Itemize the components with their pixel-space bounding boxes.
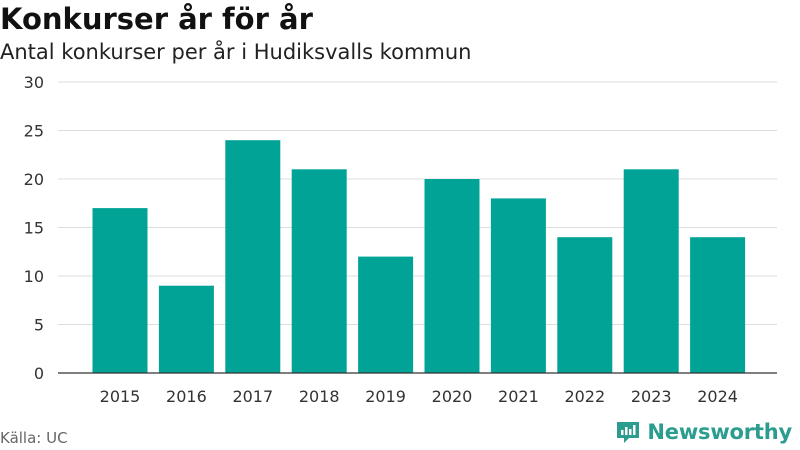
bar — [92, 208, 148, 373]
x-tick-label: 2023 — [631, 387, 672, 406]
brand-name: Newsworthy — [647, 420, 792, 444]
source-note: Källa: UC — [0, 429, 68, 447]
bar — [358, 256, 414, 373]
y-tick-label: 5 — [34, 316, 44, 335]
newsworthy-logo-icon — [617, 422, 640, 443]
y-tick-label: 25 — [24, 122, 44, 141]
brand-logo[interactable]: Newsworthy — [615, 419, 792, 445]
y-tick-label: 10 — [24, 267, 44, 286]
bar — [225, 140, 281, 373]
y-tick-label: 30 — [24, 73, 44, 92]
bar — [291, 169, 347, 373]
x-tick-label: 2017 — [232, 387, 273, 406]
chart-title: Konkurser år för år — [0, 2, 313, 36]
x-tick-label: 2016 — [166, 387, 207, 406]
chart-subtitle: Antal konkurser per år i Hudiksvalls kom… — [0, 40, 472, 64]
x-tick-label: 2019 — [365, 387, 406, 406]
x-tick-label: 2021 — [498, 387, 539, 406]
x-tick-label: 2018 — [299, 387, 340, 406]
x-tick-label: 2015 — [100, 387, 141, 406]
y-tick-label: 0 — [34, 364, 44, 383]
y-tick-label: 15 — [24, 219, 44, 238]
x-tick-label: 2024 — [697, 387, 738, 406]
bar — [158, 285, 214, 373]
bar — [623, 169, 679, 373]
bar — [557, 237, 613, 373]
bar — [490, 198, 546, 373]
x-tick-label: 2020 — [432, 387, 473, 406]
bar — [690, 237, 746, 373]
y-tick-label: 20 — [24, 170, 44, 189]
bar — [424, 179, 480, 373]
x-tick-label: 2022 — [564, 387, 605, 406]
